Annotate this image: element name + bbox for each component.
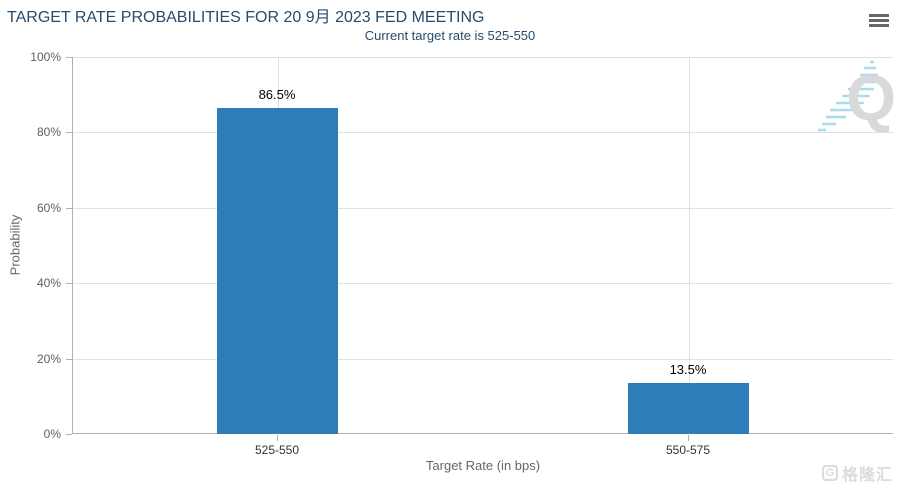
y-axis-tick: [66, 283, 72, 284]
x-axis-tick: [688, 435, 689, 441]
x-axis-title: Target Rate (in bps): [425, 458, 541, 473]
bar-value-label: 13.5%: [669, 362, 707, 377]
y-grid-line: [73, 132, 893, 133]
y-tick-label: 60%: [36, 201, 61, 215]
y-axis-title: Probability: [7, 214, 23, 276]
chart-context-menu-button[interactable]: [866, 9, 892, 32]
x-axis-tick: [277, 435, 278, 441]
y-axis-tick: [66, 132, 72, 133]
y-tick-label: 100%: [30, 50, 61, 64]
site-watermark-text: 格隆汇: [841, 467, 893, 484]
chart-subtitle: Current target rate is 525-550: [364, 28, 536, 43]
gelonghui-logo-icon: G: [821, 465, 838, 481]
hamburger-icon: [869, 14, 889, 27]
y-grid-line: [73, 208, 893, 209]
y-axis-tick: [66, 434, 72, 435]
y-tick-label: 80%: [36, 125, 61, 139]
y-axis-tick: [66, 208, 72, 209]
x-tick-label: 525-550: [254, 443, 300, 457]
x-tick-label: 550-575: [665, 443, 711, 457]
y-grid-line: [73, 359, 893, 360]
site-watermark: G 格隆汇: [821, 461, 893, 485]
y-grid-line: [73, 57, 893, 58]
probability-bar[interactable]: [217, 108, 338, 434]
y-axis-tick: [66, 57, 72, 58]
y-axis-tick: [66, 359, 72, 360]
y-tick-label: 40%: [36, 276, 61, 290]
x-grid-line: [689, 57, 690, 433]
probability-bar[interactable]: [628, 383, 749, 434]
chart-title: TARGET RATE PROBABILITIES FOR 20 9月 2023…: [7, 9, 485, 26]
plot-area: [72, 57, 893, 434]
bar-value-label: 86.5%: [258, 87, 296, 102]
y-tick-label: 20%: [36, 352, 61, 366]
y-grid-line: [73, 283, 893, 284]
y-tick-label: 0%: [43, 427, 61, 441]
